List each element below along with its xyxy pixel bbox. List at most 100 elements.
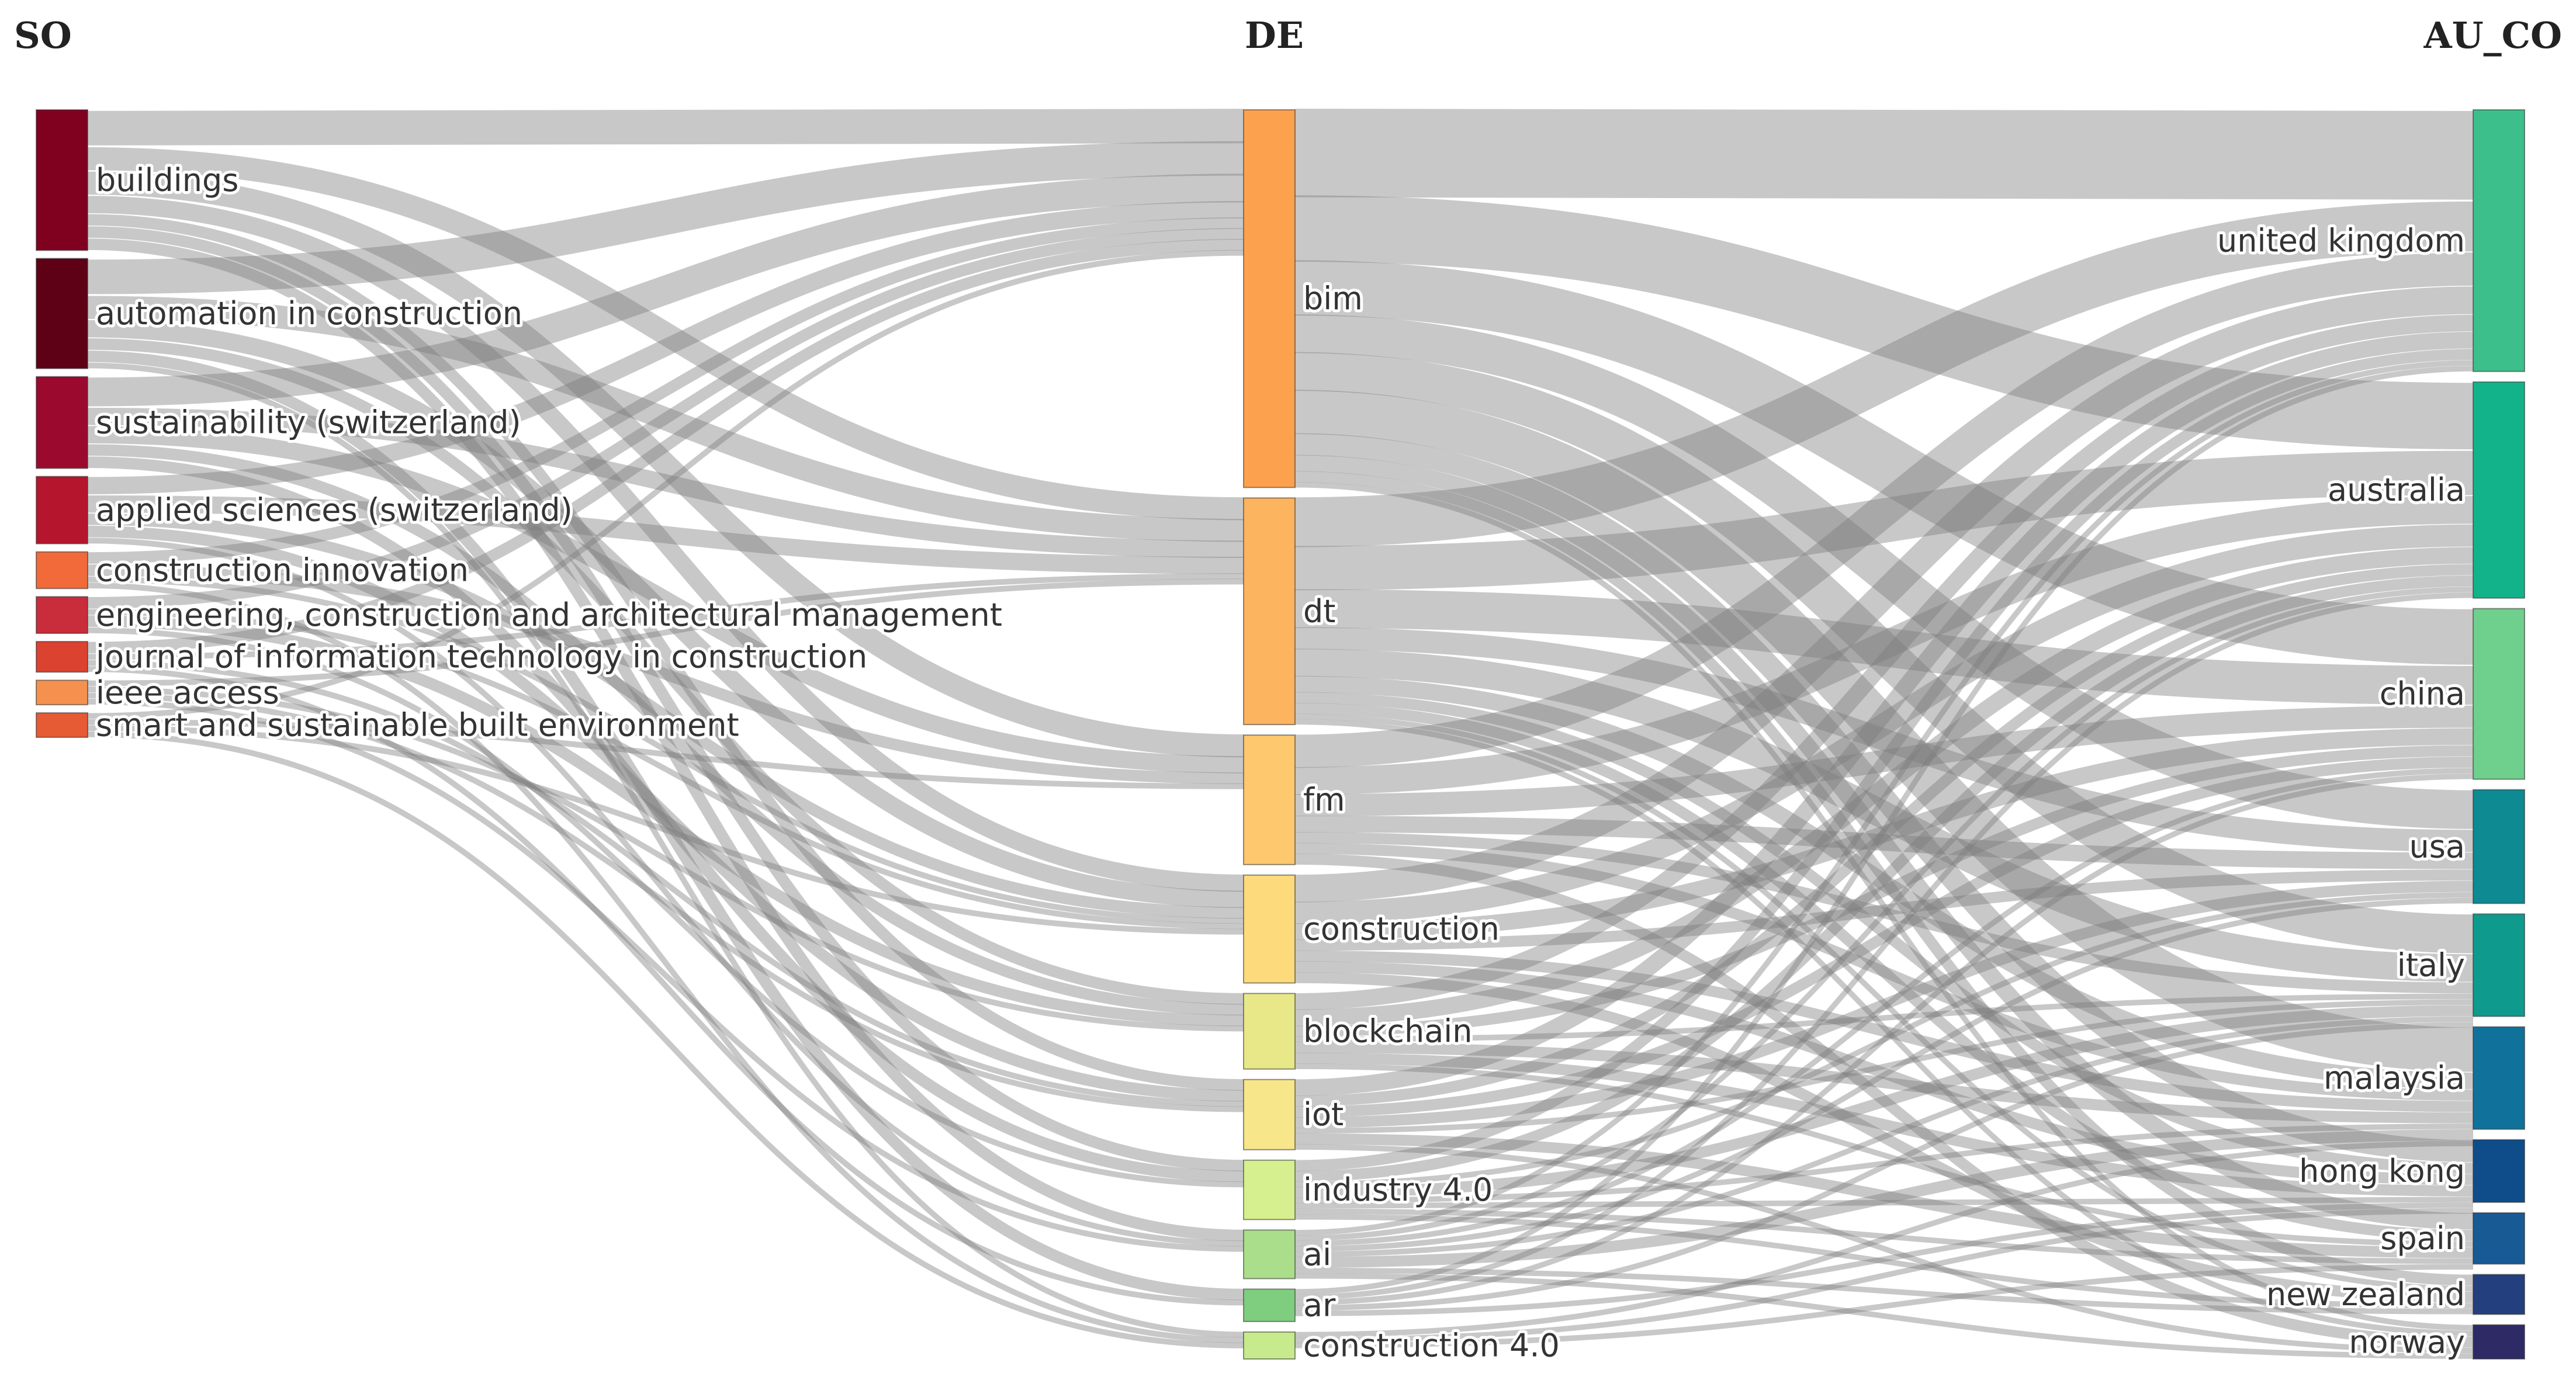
link-applied-sciences-switzerland-to-construction[interactable] — [87, 513, 1244, 919]
link-fm-to-china[interactable] — [1294, 705, 2474, 817]
link-industry-4-0-to-hong-kong[interactable] — [1294, 1197, 2474, 1209]
link-ai-to-norway[interactable] — [1294, 1273, 2474, 1359]
link-blockchain-to-malaysia[interactable] — [1294, 1042, 2474, 1124]
link-blockchain-to-hong-kong[interactable] — [1294, 1052, 2474, 1197]
node-malaysia[interactable] — [2473, 1026, 2525, 1130]
node-dt[interactable] — [1243, 497, 1296, 726]
node-united-kingdom[interactable] — [2473, 109, 2525, 372]
link-construction-to-new-zealand[interactable] — [1294, 972, 2474, 1303]
link-blockchain-to-china[interactable] — [1294, 745, 2474, 1037]
link-blockchain-to-italy[interactable] — [1294, 993, 2474, 1042]
link-sustainability-switzerland-to-bim[interactable] — [87, 174, 1244, 407]
link-ar-to-hong-kong[interactable] — [1294, 1202, 2474, 1316]
link-buildings-to-industry-4-0[interactable] — [87, 226, 1244, 1171]
link-sustainability-switzerland-to-blockchain[interactable] — [87, 444, 1244, 1015]
link-sustainability-switzerland-to-fm[interactable] — [87, 426, 1244, 774]
node-norway[interactable] — [2473, 1324, 2525, 1360]
link-dt-to-united-kingdom[interactable] — [1294, 201, 2474, 547]
link-blockchain-to-united-kingdom[interactable] — [1294, 314, 2474, 1010]
link-dt-to-norway[interactable] — [1294, 719, 2474, 1336]
link-journal-of-information-technology-in-construction-to-bim[interactable] — [87, 238, 1244, 654]
node-sustainability-switzerland[interactable] — [36, 376, 88, 469]
link-construction-innovation-to-construction[interactable] — [87, 576, 1244, 924]
node-buildings[interactable] — [36, 109, 88, 251]
link-construction-to-malaysia[interactable] — [1294, 950, 2474, 1112]
link-bim-to-hong-kong[interactable] — [1294, 433, 2474, 1163]
link-blockchain-to-australia[interactable] — [1294, 547, 2474, 1027]
link-buildings-to-construction[interactable] — [87, 196, 1244, 892]
node-construction[interactable] — [1243, 874, 1296, 984]
link-construction-innovation-to-fm[interactable] — [87, 564, 1244, 784]
link-fm-to-united-kingdom[interactable] — [1294, 252, 2474, 768]
node-china[interactable] — [2473, 608, 2525, 780]
node-italy[interactable] — [2473, 913, 2525, 1017]
link-buildings-to-dt[interactable] — [87, 147, 1244, 521]
link-sustainability-switzerland-to-dt[interactable] — [87, 407, 1244, 558]
link-dt-to-malaysia[interactable] — [1294, 675, 2474, 1090]
link-bim-to-china[interactable] — [1294, 260, 2474, 665]
link-buildings-to-ai[interactable] — [87, 238, 1244, 1242]
node-new-zealand[interactable] — [2473, 1274, 2525, 1315]
node-engineering-construction-and-architectural-management[interactable] — [36, 596, 88, 634]
link-industry-4-0-to-new-zealand[interactable] — [1294, 1213, 2474, 1309]
link-bim-to-united-kingdom[interactable] — [1294, 108, 2474, 200]
link-ai-to-usa[interactable] — [1294, 897, 2474, 1252]
link-construction-to-hong-kong[interactable] — [1294, 961, 2474, 1185]
node-hong-kong[interactable] — [2473, 1139, 2525, 1203]
node-ai[interactable] — [1243, 1229, 1296, 1280]
link-automation-in-construction-to-ar[interactable] — [87, 350, 1244, 1301]
link-journal-of-information-technology-in-construction-to-ar[interactable] — [87, 666, 1244, 1306]
link-ar-to-italy[interactable] — [1294, 1022, 2474, 1311]
link-ai-to-malaysia[interactable] — [1294, 1129, 2474, 1268]
link-engineering-construction-and-architectural-management-to-bim[interactable] — [87, 228, 1244, 609]
link-iot-to-italy[interactable] — [1294, 999, 2474, 1134]
link-ai-to-italy[interactable] — [1294, 1016, 2474, 1257]
link-smart-and-sustainable-built-environment-to-bim[interactable] — [87, 249, 1244, 719]
link-smart-and-sustainable-built-environment-to-construction-4-0[interactable] — [87, 731, 1244, 1348]
link-construction-to-australia[interactable] — [1294, 524, 2474, 924]
link-automation-in-construction-to-blockchain[interactable] — [87, 338, 1244, 1005]
link-construction-to-usa[interactable] — [1294, 869, 2474, 951]
link-fm-to-norway[interactable] — [1294, 854, 2474, 1348]
node-bim[interactable] — [1243, 109, 1296, 488]
link-fm-to-australia[interactable] — [1294, 496, 2474, 795]
node-blockchain[interactable] — [1243, 993, 1296, 1070]
link-dt-to-hong-kong[interactable] — [1294, 692, 2474, 1174]
link-industry-4-0-to-spain[interactable] — [1294, 1208, 2474, 1264]
link-engineering-construction-and-architectural-management-to-construction[interactable] — [87, 609, 1244, 930]
link-iot-to-norway[interactable] — [1294, 1144, 2474, 1354]
link-automation-in-construction-to-construction[interactable] — [87, 320, 1244, 909]
link-industry-4-0-to-italy[interactable] — [1294, 1005, 2474, 1198]
link-industry-4-0-to-australia[interactable] — [1294, 575, 2474, 1182]
link-bim-to-usa[interactable] — [1294, 314, 2474, 829]
link-ieee-access-to-ai[interactable] — [87, 699, 1244, 1252]
link-dt-to-china[interactable] — [1294, 589, 2474, 705]
link-construction-innovation-to-construction-4-0[interactable] — [87, 582, 1244, 1343]
link-bim-to-malaysia[interactable] — [1294, 390, 2474, 1072]
link-bim-to-australia[interactable] — [1294, 195, 2474, 450]
node-usa[interactable] — [2473, 789, 2525, 904]
link-industry-4-0-to-usa[interactable] — [1294, 892, 2474, 1188]
link-industry-4-0-to-united-kingdom[interactable] — [1294, 349, 2474, 1171]
link-automation-in-construction-to-dt[interactable] — [87, 296, 1244, 542]
link-construction-innovation-to-bim[interactable] — [87, 217, 1244, 564]
link-ai-to-united-kingdom[interactable] — [1294, 360, 2474, 1236]
link-ieee-access-to-dt[interactable] — [87, 578, 1244, 686]
link-automation-in-construction-to-construction-4-0[interactable] — [87, 362, 1244, 1338]
link-ai-to-new-zealand[interactable] — [1294, 1267, 2474, 1315]
node-smart-and-sustainable-built-environment[interactable] — [36, 712, 88, 738]
link-bim-to-new-zealand[interactable] — [1294, 471, 2474, 1286]
link-construction-to-united-kingdom[interactable] — [1294, 286, 2474, 903]
link-construction-to-china[interactable] — [1294, 728, 2474, 940]
link-bim-to-spain[interactable] — [1294, 455, 2474, 1230]
node-australia[interactable] — [2473, 381, 2525, 599]
node-iot[interactable] — [1243, 1079, 1296, 1150]
link-ai-to-australia[interactable] — [1294, 587, 2474, 1241]
link-ieee-access-to-iot[interactable] — [87, 692, 1244, 1112]
link-blockchain-to-spain[interactable] — [1294, 1063, 2474, 1247]
link-iot-to-australia[interactable] — [1294, 564, 2474, 1107]
link-dt-to-spain[interactable] — [1294, 702, 2474, 1242]
link-applied-sciences-switzerland-to-ai[interactable] — [87, 538, 1244, 1247]
link-construction-4-0-to-hong-kong[interactable] — [1294, 1208, 2474, 1343]
link-dt-to-italy[interactable] — [1294, 649, 2474, 982]
